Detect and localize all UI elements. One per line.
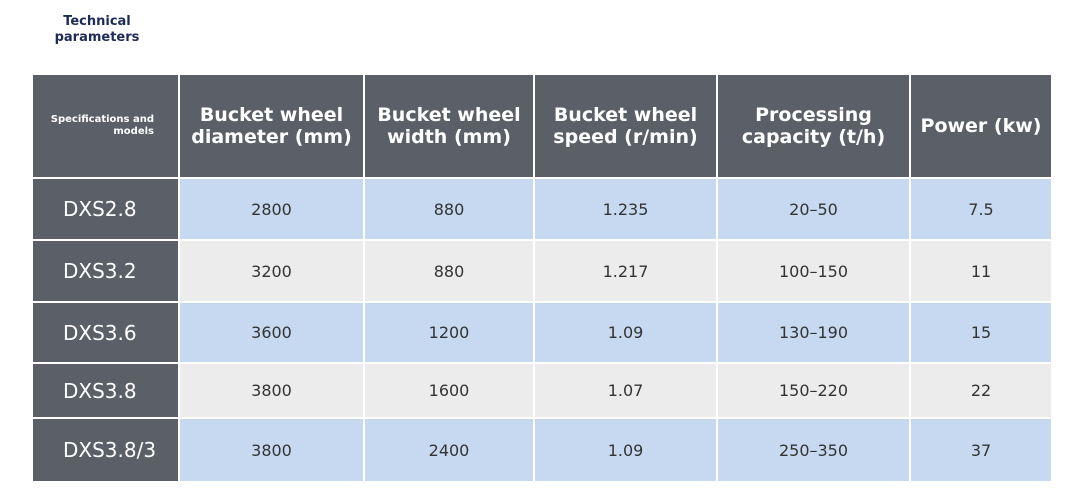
column-header: Processing capacity (t/h) bbox=[716, 73, 911, 179]
table-row: DXS3.6 3600 1200 1.09 130–190 15 bbox=[31, 301, 1053, 364]
column-header: Power (kw) bbox=[909, 73, 1053, 179]
value-cell: 1600 bbox=[363, 362, 535, 419]
value-cell: 1.09 bbox=[533, 301, 718, 364]
page-title: Technical parameters bbox=[54, 14, 140, 45]
value-cell: 3800 bbox=[178, 417, 365, 483]
table-row: DXS3.8 3800 1600 1.07 150–220 22 bbox=[31, 362, 1053, 419]
model-cell: DXS3.8/3 bbox=[31, 417, 180, 483]
column-header: Bucket wheel speed (r/min) bbox=[533, 73, 718, 179]
value-cell: 11 bbox=[909, 239, 1053, 303]
value-cell: 880 bbox=[363, 239, 535, 303]
value-cell: 100–150 bbox=[716, 239, 911, 303]
header-row: Specifications and models Bucket wheel di… bbox=[31, 73, 1053, 179]
value-cell: 7.5 bbox=[909, 177, 1053, 241]
column-header: Bucket wheel diameter (mm) bbox=[178, 73, 365, 179]
table-body: DXS2.8 2800 880 1.235 20–50 7.5 DXS3.2 3200 880 1… bbox=[31, 177, 1053, 483]
table-row: DXS3.8/3 3800 2400 1.09 250–350 37 bbox=[31, 417, 1053, 483]
value-cell: 1200 bbox=[363, 301, 535, 364]
value-cell: 150–220 bbox=[716, 362, 911, 419]
value-cell: 1.235 bbox=[533, 177, 718, 241]
value-cell: 1.09 bbox=[533, 417, 718, 483]
value-cell: 3800 bbox=[178, 362, 365, 419]
model-cell: DXS3.8 bbox=[31, 362, 180, 419]
model-cell: DXS2.8 bbox=[31, 177, 180, 241]
value-cell: 1.07 bbox=[533, 362, 718, 419]
value-cell: 3600 bbox=[178, 301, 365, 364]
value-cell: 15 bbox=[909, 301, 1053, 364]
column-header: Bucket wheel width (mm) bbox=[363, 73, 535, 179]
value-cell: 880 bbox=[363, 177, 535, 241]
value-cell: 37 bbox=[909, 417, 1053, 483]
value-cell: 130–190 bbox=[716, 301, 911, 364]
value-cell: 2800 bbox=[178, 177, 365, 241]
value-cell: 2400 bbox=[363, 417, 535, 483]
table-row: DXS3.2 3200 880 1.217 100–150 11 bbox=[31, 239, 1053, 303]
table-row: DXS2.8 2800 880 1.235 20–50 7.5 bbox=[31, 177, 1053, 241]
value-cell: 22 bbox=[909, 362, 1053, 419]
value-cell: 20–50 bbox=[716, 177, 911, 241]
model-cell: DXS3.6 bbox=[31, 301, 180, 364]
spec-table: Specifications and models Bucket wheel di… bbox=[31, 73, 1053, 483]
value-cell: 250–350 bbox=[716, 417, 911, 483]
value-cell: 3200 bbox=[178, 239, 365, 303]
column-header: Specifications and models bbox=[31, 73, 180, 179]
model-cell: DXS3.2 bbox=[31, 239, 180, 303]
value-cell: 1.217 bbox=[533, 239, 718, 303]
